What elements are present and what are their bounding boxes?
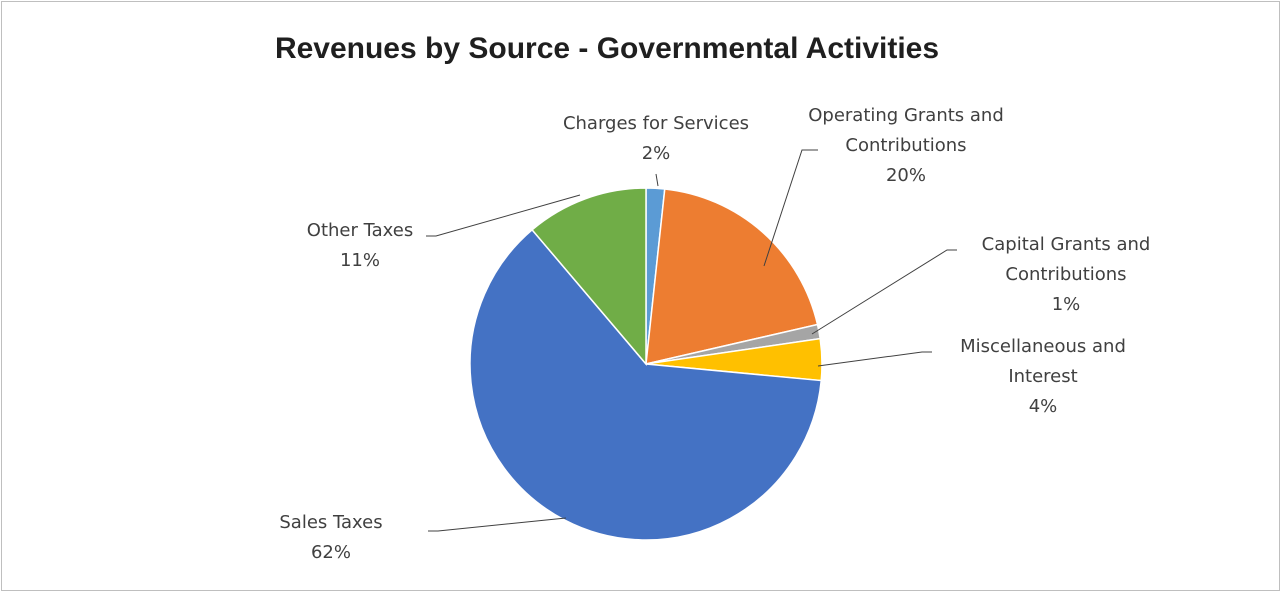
data-label-category: Operating Grants and: [808, 105, 1004, 126]
data-label-category: Miscellaneous and: [960, 336, 1126, 357]
pie-slice-sales-taxes: [469, 228, 823, 541]
leader-line: [763, 149, 818, 267]
data-label-percent: 1%: [1052, 294, 1081, 315]
leader-line: [655, 173, 659, 187]
data-label-category: Contributions: [845, 135, 966, 156]
data-label-category: Other Taxes: [307, 220, 413, 241]
data-label-category: Capital Grants and: [982, 234, 1151, 255]
data-label-percent: 4%: [1029, 396, 1058, 417]
data-label-percent: 20%: [886, 165, 926, 186]
leader-line: [428, 517, 567, 532]
data-label-category: Charges for Services: [563, 113, 749, 134]
chart-title: Revenues by Source - Governmental Activi…: [274, 32, 940, 65]
data-label-percent: 62%: [311, 542, 351, 563]
leader-line: [426, 194, 581, 237]
data-label-category: Interest: [1008, 366, 1077, 387]
leader-line: [811, 249, 957, 335]
leader-line: [817, 351, 932, 367]
pie-slice-other-taxes: [531, 187, 647, 367]
data-label-category: Contributions: [1005, 264, 1126, 285]
pie-slice-operating-grants-and-contributions: [645, 188, 819, 365]
data-label-category: Sales Taxes: [279, 512, 382, 533]
data-label-percent: 2%: [642, 143, 671, 164]
data-label-percent: 11%: [340, 250, 380, 271]
